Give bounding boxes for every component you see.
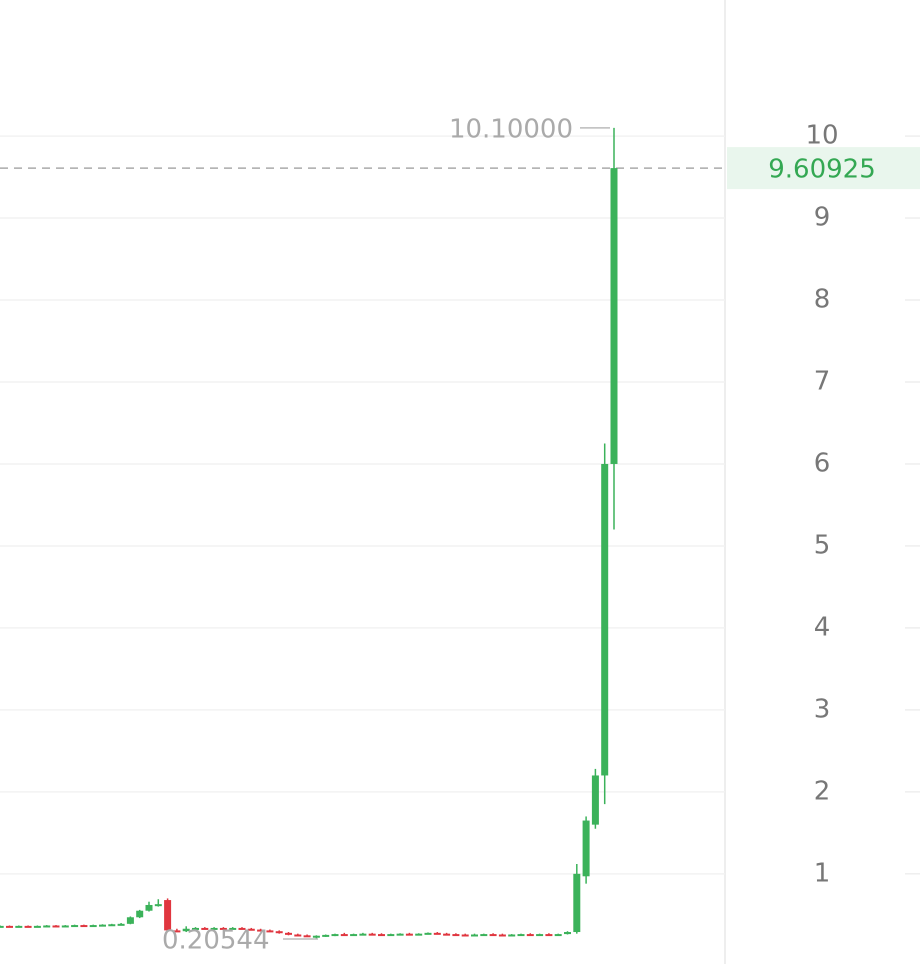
candle-body	[247, 928, 255, 931]
y-tick-label: 7	[814, 366, 831, 396]
candle-body	[368, 933, 376, 936]
y-tick-label: 1	[814, 858, 831, 888]
candle-body	[182, 928, 190, 932]
candle-body	[6, 925, 13, 928]
candle-body	[359, 933, 367, 936]
candle-body	[43, 925, 51, 928]
candle-body	[471, 934, 478, 937]
candle-body	[480, 934, 488, 937]
candle-body	[601, 463, 609, 776]
candle-body	[573, 873, 581, 933]
candle-body	[238, 927, 246, 930]
candle-body	[0, 925, 4, 928]
candle-body	[536, 934, 544, 937]
candle-body	[517, 934, 525, 937]
candle-body	[378, 934, 385, 937]
y-tick-label: 6	[814, 448, 831, 478]
candle-body	[257, 929, 265, 932]
candle-body	[564, 932, 571, 935]
candle-body	[71, 925, 79, 928]
candle-body	[210, 927, 218, 930]
y-tick-label: 2	[814, 776, 831, 806]
candle-body	[126, 917, 134, 924]
candle-body	[424, 932, 432, 935]
last-price-box	[727, 147, 920, 190]
candle-body	[108, 924, 116, 927]
candle-body	[229, 927, 237, 930]
y-tick-label: 5	[814, 530, 831, 560]
candle-body	[498, 934, 506, 937]
candle-body	[387, 934, 395, 937]
last-price-label: 9.60925	[768, 155, 876, 185]
candle-body	[294, 934, 302, 937]
candle-body	[24, 925, 32, 928]
candle-body	[285, 932, 292, 935]
candle-body	[508, 934, 516, 937]
candle-body	[610, 168, 618, 464]
y-tick-label: 4	[814, 612, 831, 642]
candle-body	[117, 923, 125, 926]
candle-body	[582, 820, 590, 877]
candle-body	[433, 932, 441, 935]
candle-body	[303, 935, 311, 938]
candle-body	[452, 934, 460, 937]
candle-body	[415, 933, 423, 936]
candle-body	[154, 904, 162, 907]
candle-body	[331, 934, 339, 937]
candle-body	[192, 927, 199, 930]
y-tick-label: 3	[814, 694, 831, 724]
candle-body	[33, 925, 41, 928]
candle-body	[266, 930, 274, 933]
y-tick-label: 9	[814, 203, 831, 233]
low-marker-label: 0.20544	[162, 925, 270, 955]
candle-body	[15, 925, 23, 928]
y-tick-label: 10	[805, 121, 838, 151]
high-marker-label: 10.10000	[449, 114, 573, 144]
candle-body	[350, 934, 358, 937]
candle-body	[545, 934, 553, 937]
candle-body	[99, 924, 106, 927]
candle-body	[61, 925, 69, 928]
candle-body	[52, 925, 60, 928]
candle-body	[396, 933, 404, 936]
candle-body	[554, 934, 562, 937]
candle-body	[526, 934, 534, 937]
candle-body	[89, 925, 97, 928]
candle-body	[80, 925, 88, 928]
candle-body	[145, 904, 153, 911]
candle-body	[489, 934, 497, 937]
candle-body	[173, 930, 181, 933]
candle-body	[591, 775, 599, 825]
candle-body	[312, 935, 320, 938]
candle-body	[164, 900, 172, 931]
candle-body	[443, 933, 451, 936]
candle-body	[405, 933, 413, 936]
candle-body	[461, 934, 469, 937]
candle-body	[136, 910, 144, 918]
candle-body	[322, 934, 330, 937]
candle-body	[201, 927, 209, 930]
candle-body	[275, 931, 283, 934]
y-tick-label: 8	[814, 285, 831, 315]
candle-body	[219, 927, 227, 930]
candle-body	[340, 934, 348, 937]
